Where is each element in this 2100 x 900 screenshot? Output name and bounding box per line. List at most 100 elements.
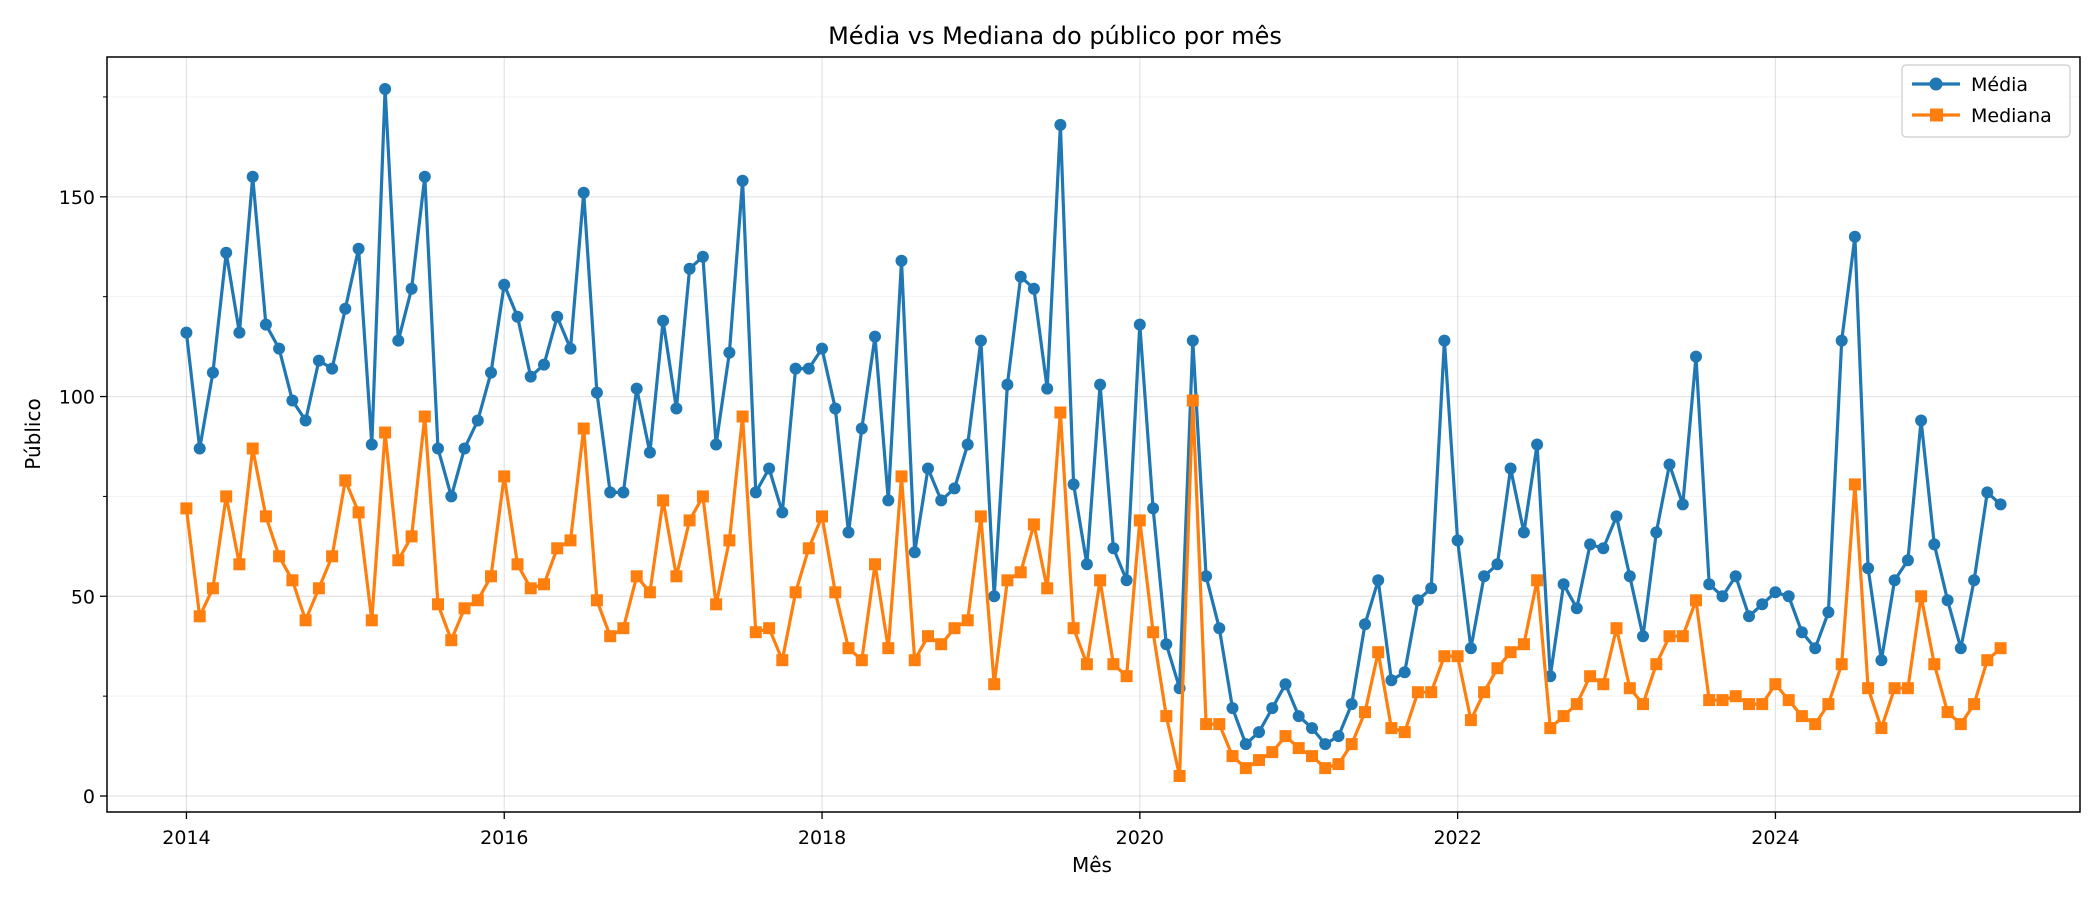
data-point	[1795, 626, 1808, 639]
data-point	[696, 250, 709, 263]
data-point	[1147, 626, 1160, 639]
data-point	[604, 630, 617, 643]
data-point	[1001, 378, 1014, 391]
data-point	[511, 310, 524, 323]
data-point	[736, 174, 749, 187]
data-point	[1041, 382, 1054, 395]
data-point	[1279, 730, 1292, 743]
data-point	[1650, 526, 1663, 539]
data-point	[577, 186, 590, 199]
data-point	[855, 654, 868, 667]
data-point	[1676, 630, 1689, 643]
data-point	[233, 326, 246, 339]
data-point	[590, 594, 603, 607]
data-point	[392, 554, 405, 567]
data-point	[908, 546, 921, 559]
series-layer	[180, 83, 2007, 782]
data-point	[1067, 478, 1080, 491]
data-point	[259, 510, 272, 523]
data-point	[1359, 618, 1371, 631]
data-point	[1901, 554, 1914, 567]
series-media	[180, 83, 2007, 751]
data-point	[643, 446, 656, 459]
x-tick-label: 2016	[480, 827, 528, 849]
data-point	[1451, 650, 1464, 663]
data-point	[418, 410, 431, 423]
data-point	[1107, 658, 1120, 671]
data-point	[1160, 638, 1173, 651]
data-point	[1319, 762, 1332, 775]
data-point	[1398, 726, 1411, 739]
data-point	[1385, 722, 1398, 735]
data-point	[1372, 646, 1385, 659]
data-point	[1584, 670, 1597, 683]
data-point	[1425, 686, 1438, 699]
data-point	[458, 442, 471, 455]
data-point	[1570, 602, 1583, 615]
data-point	[1133, 318, 1146, 331]
series-mediana	[180, 394, 2007, 782]
data-point	[445, 634, 458, 647]
data-point	[1623, 570, 1636, 583]
chart-title: Média vs Mediana do público por mês	[828, 22, 1282, 50]
data-point	[1451, 534, 1464, 547]
data-point	[1809, 718, 1822, 731]
data-point	[1544, 722, 1557, 735]
data-point	[1928, 538, 1941, 551]
data-point	[855, 422, 868, 435]
data-point	[1292, 710, 1305, 723]
data-point	[564, 534, 577, 547]
data-point	[657, 494, 670, 507]
data-point	[471, 414, 484, 427]
data-point	[1822, 698, 1835, 711]
data-point	[789, 362, 802, 375]
data-point	[339, 302, 352, 315]
data-point	[524, 582, 537, 595]
data-point	[736, 410, 749, 423]
x-tick-label: 2014	[162, 827, 210, 849]
data-point	[948, 482, 961, 495]
data-point	[485, 366, 497, 379]
data-point	[1253, 754, 1265, 767]
data-point	[1729, 570, 1742, 583]
data-point	[1835, 658, 1848, 671]
data-point	[1941, 706, 1954, 719]
data-point	[233, 558, 246, 571]
data-point	[763, 622, 776, 635]
data-point	[657, 314, 670, 327]
data-point	[723, 534, 736, 547]
data-point	[1716, 590, 1729, 603]
data-point	[1610, 510, 1623, 523]
data-point	[246, 442, 259, 455]
data-point	[829, 586, 842, 599]
data-point	[1901, 682, 1914, 695]
data-point	[1557, 578, 1570, 591]
data-point	[1981, 486, 1994, 499]
data-point	[935, 638, 948, 651]
data-point	[1729, 690, 1742, 703]
data-point	[485, 570, 497, 583]
plot-frame	[106, 56, 2081, 813]
data-point	[1306, 722, 1318, 735]
data-point	[365, 614, 378, 627]
data-point	[220, 246, 233, 259]
data-point	[1637, 698, 1649, 711]
data-point	[1769, 586, 1782, 599]
data-point	[1994, 498, 2007, 511]
data-point	[1835, 334, 1848, 347]
data-point	[1213, 622, 1226, 635]
data-point	[471, 594, 484, 607]
data-point	[1968, 698, 1981, 711]
data-point	[339, 474, 352, 487]
data-point	[1478, 686, 1491, 699]
data-point	[1690, 350, 1702, 363]
data-point	[922, 462, 934, 475]
data-point	[1080, 558, 1093, 571]
data-point	[1888, 682, 1901, 695]
data-point	[961, 438, 974, 451]
data-point	[206, 582, 219, 595]
data-point	[312, 354, 325, 367]
x-tick-label: 2020	[1116, 827, 1164, 849]
data-point	[1716, 694, 1729, 707]
data-point	[1094, 378, 1107, 391]
